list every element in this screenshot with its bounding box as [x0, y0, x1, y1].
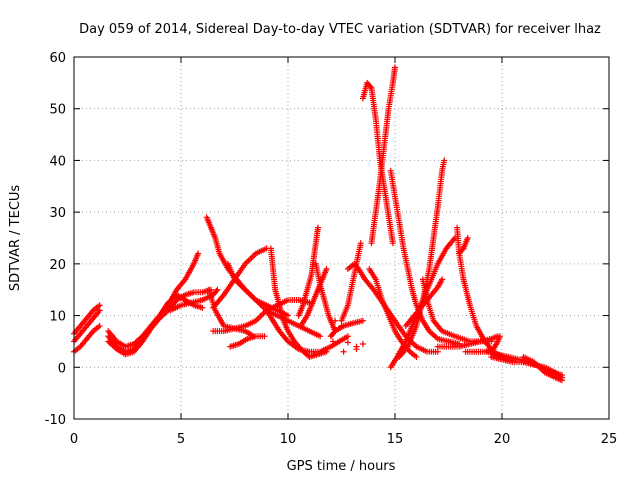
x-tick-label: 15 — [387, 432, 404, 447]
plus-marker — [434, 348, 441, 355]
plus-marker — [285, 312, 291, 319]
y-tick-label: 10 — [49, 310, 66, 325]
axis-ticks: 0 5 10 15 20 25 -10 0 10 20 30 40 50 60 — [45, 51, 618, 447]
plus-marker — [357, 240, 364, 247]
series-scatter-isolated — [329, 317, 366, 355]
chart-title: Day 059 of 2014, Sidereal Day-to-day VTE… — [79, 22, 601, 37]
plus-marker — [314, 224, 321, 231]
plus-marker — [459, 246, 466, 253]
series-arc-22 — [366, 266, 420, 360]
plot-frame — [73, 56, 610, 420]
series-arc-33 — [462, 333, 503, 355]
y-tick-label: 40 — [49, 154, 66, 169]
x-tick-label: 25 — [601, 432, 618, 447]
x-axis-label: GPS time / hours — [287, 459, 396, 474]
series-arc-02 — [71, 307, 103, 345]
plus-marker — [558, 377, 565, 384]
y-tick-label: -10 — [45, 413, 66, 428]
plus-marker — [558, 372, 565, 379]
data-markers — [71, 64, 565, 384]
y-tick-label: 0 — [58, 361, 66, 376]
plus-marker — [496, 333, 503, 340]
plus-marker — [213, 288, 220, 295]
plus-marker — [359, 317, 366, 324]
plus-marker — [353, 346, 360, 353]
plus-marker — [413, 353, 420, 360]
plus-marker — [214, 286, 221, 293]
series-arc-06 — [105, 286, 214, 358]
y-tick-label: 30 — [49, 206, 66, 221]
y-tick-label: 20 — [49, 258, 66, 273]
series-arc-18 — [297, 266, 330, 329]
series-arc-12 — [210, 245, 270, 311]
series-arc-20 — [338, 240, 364, 324]
plus-marker — [96, 322, 103, 329]
plus-marker — [340, 348, 347, 355]
plus-marker — [392, 64, 398, 71]
plus-marker — [441, 157, 448, 164]
x-tick-label: 0 — [70, 432, 78, 447]
plus-marker — [338, 322, 345, 329]
plus-marker — [317, 333, 324, 340]
series-arc-32 — [456, 235, 471, 257]
plus-marker — [344, 339, 351, 346]
series-arc-16 — [295, 224, 321, 319]
series-arc-35 — [484, 348, 565, 379]
series-arc-15 — [263, 307, 351, 355]
series-arc-14 — [267, 245, 330, 360]
plus-marker — [367, 83, 374, 90]
plus-marker — [332, 317, 339, 324]
plus-marker — [359, 341, 366, 348]
series-arc-27 — [396, 157, 448, 360]
grid-lines — [74, 57, 609, 419]
series-arc-36 — [520, 353, 565, 384]
plus-marker — [96, 302, 103, 309]
series-arc-01 — [71, 322, 103, 355]
series-arc-10 — [227, 333, 268, 350]
plus-marker — [439, 276, 446, 283]
plus-marker — [261, 333, 268, 340]
y-tick-label: 60 — [49, 51, 66, 66]
plus-marker — [354, 264, 361, 271]
plus-marker — [199, 304, 206, 311]
x-tick-label: 5 — [177, 432, 185, 447]
plus-marker — [344, 333, 351, 340]
series-arc-03 — [71, 302, 103, 337]
series-arc-24 — [359, 79, 396, 247]
plus-marker — [195, 250, 202, 257]
series-arc-13 — [225, 260, 291, 319]
plus-marker — [464, 235, 471, 241]
plus-marker — [389, 240, 396, 247]
y-tick-label: 50 — [49, 103, 66, 118]
plus-marker — [329, 338, 336, 345]
x-tick-label: 20 — [494, 432, 511, 447]
series-arc-25 — [387, 167, 463, 348]
plus-marker — [323, 266, 330, 273]
plus-marker — [96, 307, 103, 314]
y-axis-label: SDTVAR / TECUs — [8, 185, 23, 292]
x-tick-label: 10 — [280, 432, 297, 447]
